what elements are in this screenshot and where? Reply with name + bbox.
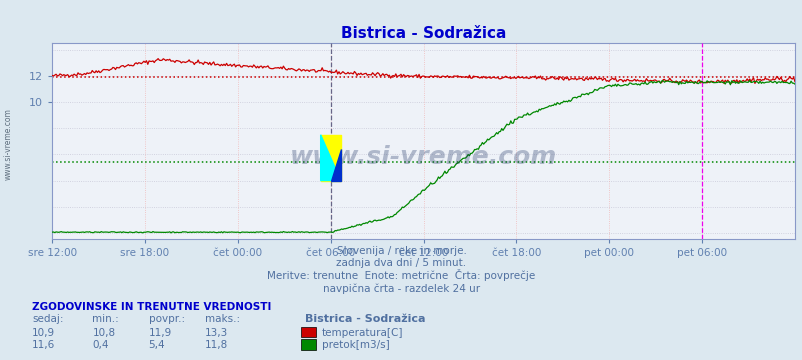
Text: sedaj:: sedaj: [32, 314, 63, 324]
Text: min.:: min.: [92, 314, 119, 324]
Text: povpr.:: povpr.: [148, 314, 184, 324]
Text: 11,6: 11,6 [32, 340, 55, 350]
Text: Meritve: trenutne  Enote: metrične  Črta: povprečje: Meritve: trenutne Enote: metrične Črta: … [267, 269, 535, 281]
Text: 10,9: 10,9 [32, 328, 55, 338]
Text: 10,8: 10,8 [92, 328, 115, 338]
Text: www.si-vreme.com: www.si-vreme.com [3, 108, 12, 180]
Text: 11,9: 11,9 [148, 328, 172, 338]
Text: temperatura[C]: temperatura[C] [322, 328, 403, 338]
Text: zadnja dva dni / 5 minut.: zadnja dva dni / 5 minut. [336, 258, 466, 269]
Polygon shape [330, 149, 340, 180]
Text: 11,8: 11,8 [205, 340, 228, 350]
Text: Bistrica - Sodražica: Bistrica - Sodražica [305, 314, 425, 324]
Title: Bistrica - Sodražica: Bistrica - Sodražica [341, 26, 505, 41]
Text: 13,3: 13,3 [205, 328, 228, 338]
Text: 5,4: 5,4 [148, 340, 165, 350]
Text: 0,4: 0,4 [92, 340, 109, 350]
Text: www.si-vreme.com: www.si-vreme.com [290, 145, 557, 169]
Text: Slovenija / reke in morje.: Slovenija / reke in morje. [336, 246, 466, 256]
Text: ZGODOVINSKE IN TRENUTNE VREDNOSTI: ZGODOVINSKE IN TRENUTNE VREDNOSTI [32, 302, 271, 312]
Polygon shape [320, 135, 340, 180]
Text: maks.:: maks.: [205, 314, 240, 324]
Text: navpična črta - razdelek 24 ur: navpična črta - razdelek 24 ur [322, 283, 480, 294]
Text: pretok[m3/s]: pretok[m3/s] [322, 340, 389, 350]
